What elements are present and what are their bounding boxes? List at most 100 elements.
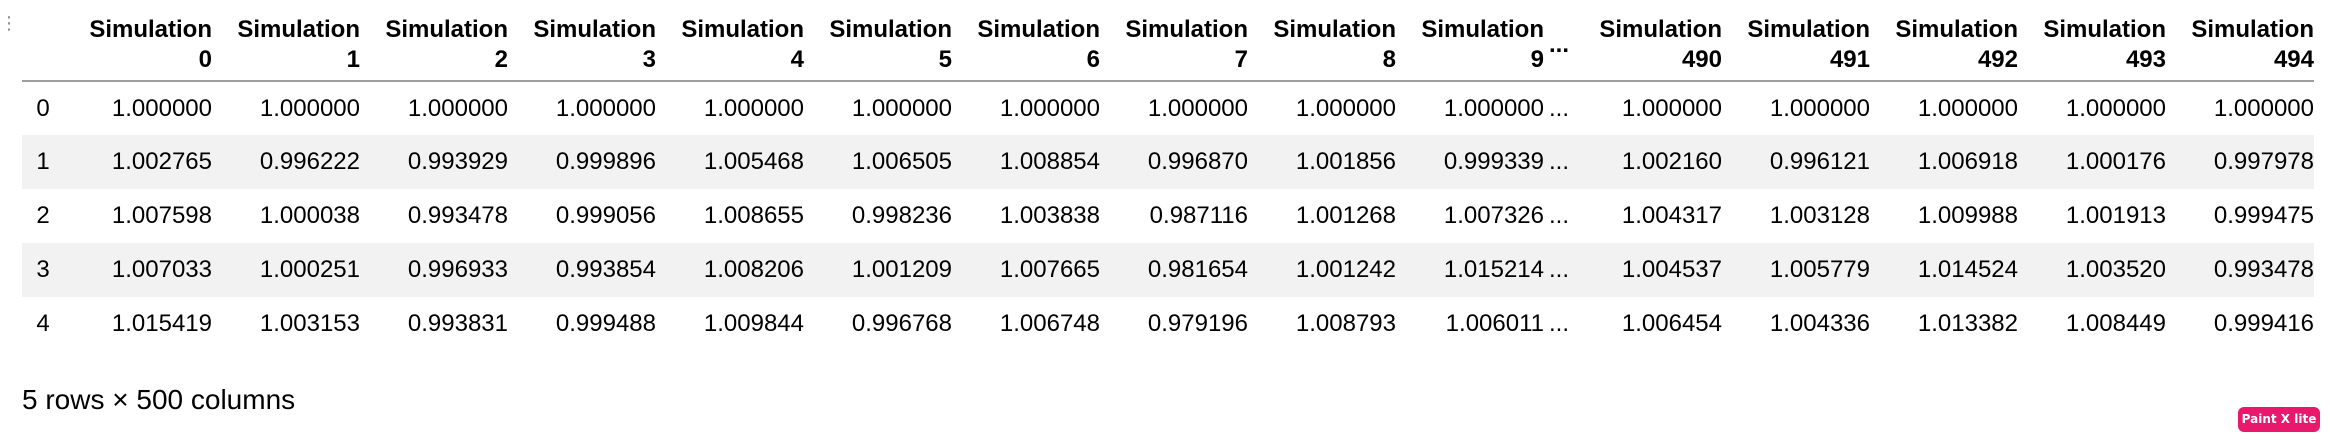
table-cell: 1.000038 xyxy=(259,202,360,229)
column-header: Simulation 492 xyxy=(1870,10,2018,82)
column-header-label: ... xyxy=(1548,31,1569,58)
table-cell: 0.996870 xyxy=(1147,148,1248,175)
column-header-label: Simulation xyxy=(2043,16,2166,43)
table-cell: 1.000251 xyxy=(259,256,360,283)
column-header-number: 5 xyxy=(938,46,952,73)
ellipsis-cell: ... xyxy=(1548,202,1569,229)
column-header-number: 6 xyxy=(1086,46,1100,73)
table-cell: 1.015419 xyxy=(111,310,212,337)
column-header-label: Simulation xyxy=(385,16,508,43)
column-header-number: 0 xyxy=(198,46,212,73)
table-cell: 0.993929 xyxy=(407,148,508,175)
column-header-number: 2 xyxy=(494,46,508,73)
column-header-label: Simulation xyxy=(1747,16,1870,43)
table-cell: 1.000000 xyxy=(2065,94,2166,122)
table-cell: 0.987116 xyxy=(1149,202,1248,229)
row-index: 3 xyxy=(36,256,50,283)
table-cell: 1.001242 xyxy=(1295,256,1396,283)
table-cell: 0.999339 xyxy=(1443,148,1544,175)
ellipsis-column-header: ... xyxy=(1544,10,1574,82)
table-cell: 1.007665 xyxy=(999,256,1100,283)
column-header-number: 4 xyxy=(790,46,804,73)
table-cell: 1.000000 xyxy=(2213,94,2314,122)
column-header-number: 491 xyxy=(1829,46,1870,73)
table-cell: 1.005779 xyxy=(1769,256,1870,283)
table-cell: 0.993478 xyxy=(407,202,508,229)
ellipsis-cell: ... xyxy=(1548,310,1569,337)
column-header: Simulation 0 xyxy=(64,10,212,82)
table-cell: 0.979196 xyxy=(1147,310,1248,337)
column-header-number: 3 xyxy=(642,46,656,73)
table-cell: 1.000000 xyxy=(1769,94,1870,122)
table-cell: 1.000000 xyxy=(407,94,508,122)
table-cell: 1.000000 xyxy=(1443,94,1544,122)
table-cell: 0.998236 xyxy=(851,202,952,229)
table-cell: 1.001209 xyxy=(851,256,952,283)
column-header: Simulation 490 xyxy=(1574,10,1722,82)
table-row: 1 1.002765 0.996222 0.993929 0.999896 1.00546… xyxy=(22,135,2314,189)
table-cell: 1.007598 xyxy=(111,202,212,229)
dataframe-table: Simulation 0 Simulation 1 Simulation 2 Simulat… xyxy=(22,10,2314,351)
table-cell: 0.993478 xyxy=(2213,256,2314,283)
column-header: Simulation 3 xyxy=(508,10,656,82)
column-header: Simulation 1 xyxy=(212,10,360,82)
table-cell: 1.008449 xyxy=(2065,310,2166,337)
column-header-label: Simulation xyxy=(1895,16,2018,43)
column-header-number: 492 xyxy=(1977,46,2018,73)
table-cell: 1.000000 xyxy=(999,94,1100,122)
row-index: 4 xyxy=(36,310,50,337)
table-cell: 0.993831 xyxy=(407,310,508,337)
table-cell: 0.999056 xyxy=(555,202,656,229)
column-header-label: Simulation xyxy=(1421,16,1544,43)
table-cell: 1.002160 xyxy=(1621,148,1722,175)
column-header-number: 494 xyxy=(2273,46,2314,73)
table-row: 3 1.007033 1.000251 0.996933 0.993854 1.00820… xyxy=(22,243,2314,297)
table-cell: 1.001268 xyxy=(1295,202,1396,229)
table-cell: 1.000000 xyxy=(851,94,952,122)
table-cell: 1.003153 xyxy=(259,310,360,337)
column-header-number: 8 xyxy=(1382,46,1396,73)
table-cell: 0.996222 xyxy=(259,148,360,175)
table-row: 0 1.000000 1.000000 1.000000 1.000000 1.00000… xyxy=(22,81,2314,135)
table-header: Simulation 0 Simulation 1 Simulation 2 Simulat… xyxy=(22,10,2314,82)
column-header-number: 1 xyxy=(346,46,360,73)
shape-summary: 5 rows × 500 columns xyxy=(22,384,296,415)
table-cell: 1.000000 xyxy=(1295,94,1396,122)
table-cell: 1.004537 xyxy=(1621,256,1722,283)
drag-handle-icon[interactable]: ⋮ xyxy=(0,13,18,33)
table-cell: 0.993854 xyxy=(555,256,656,283)
column-header-number: 490 xyxy=(1681,46,1722,73)
column-header-label: Simulation xyxy=(977,16,1100,43)
table-cell: 1.008655 xyxy=(703,202,804,229)
ellipsis-cell: ... xyxy=(1548,148,1569,175)
table-cell: 1.009988 xyxy=(1917,202,2018,229)
table-cell: 1.000000 xyxy=(1917,94,2018,122)
column-header: Simulation 494 xyxy=(2166,10,2314,82)
table-body: 0 1.000000 1.000000 1.000000 1.000000 1.00000… xyxy=(22,81,2314,351)
table-cell: 1.014524 xyxy=(1917,256,2018,283)
table-cell: 1.004317 xyxy=(1621,202,1722,229)
column-header: Simulation 9 xyxy=(1396,10,1544,82)
table-row: 4 1.015419 1.003153 0.993831 0.999488 1.00984… xyxy=(22,297,2314,351)
ellipsis-cell: ... xyxy=(1548,94,1569,122)
row-index: 0 xyxy=(36,94,50,122)
column-header: Simulation 8 xyxy=(1248,10,1396,82)
column-header-number: 493 xyxy=(2125,46,2166,73)
column-header: Simulation 491 xyxy=(1722,10,1870,82)
column-header-label: Simulation xyxy=(89,16,212,43)
table-cell: 0.997978 xyxy=(2213,148,2314,175)
table-cell: 1.005468 xyxy=(703,148,804,175)
table-cell: 1.007326 xyxy=(1443,202,1544,229)
column-header-number: 7 xyxy=(1234,46,1248,73)
table-cell: 0.999475 xyxy=(2213,202,2314,229)
table-cell: 0.996933 xyxy=(407,256,508,283)
table-cell: 1.004336 xyxy=(1769,310,1870,337)
table-cell: 1.009844 xyxy=(703,310,804,337)
table-cell: 0.999488 xyxy=(555,310,656,337)
row-index: 1 xyxy=(36,148,50,175)
column-header: Simulation 2 xyxy=(360,10,508,82)
table-row: 2 1.007598 1.000038 0.993478 0.999056 1.00865… xyxy=(22,189,2314,243)
table-cell: 1.008793 xyxy=(1295,310,1396,337)
table-cell: 0.981654 xyxy=(1147,256,1248,283)
table-cell: 1.000000 xyxy=(703,94,804,122)
